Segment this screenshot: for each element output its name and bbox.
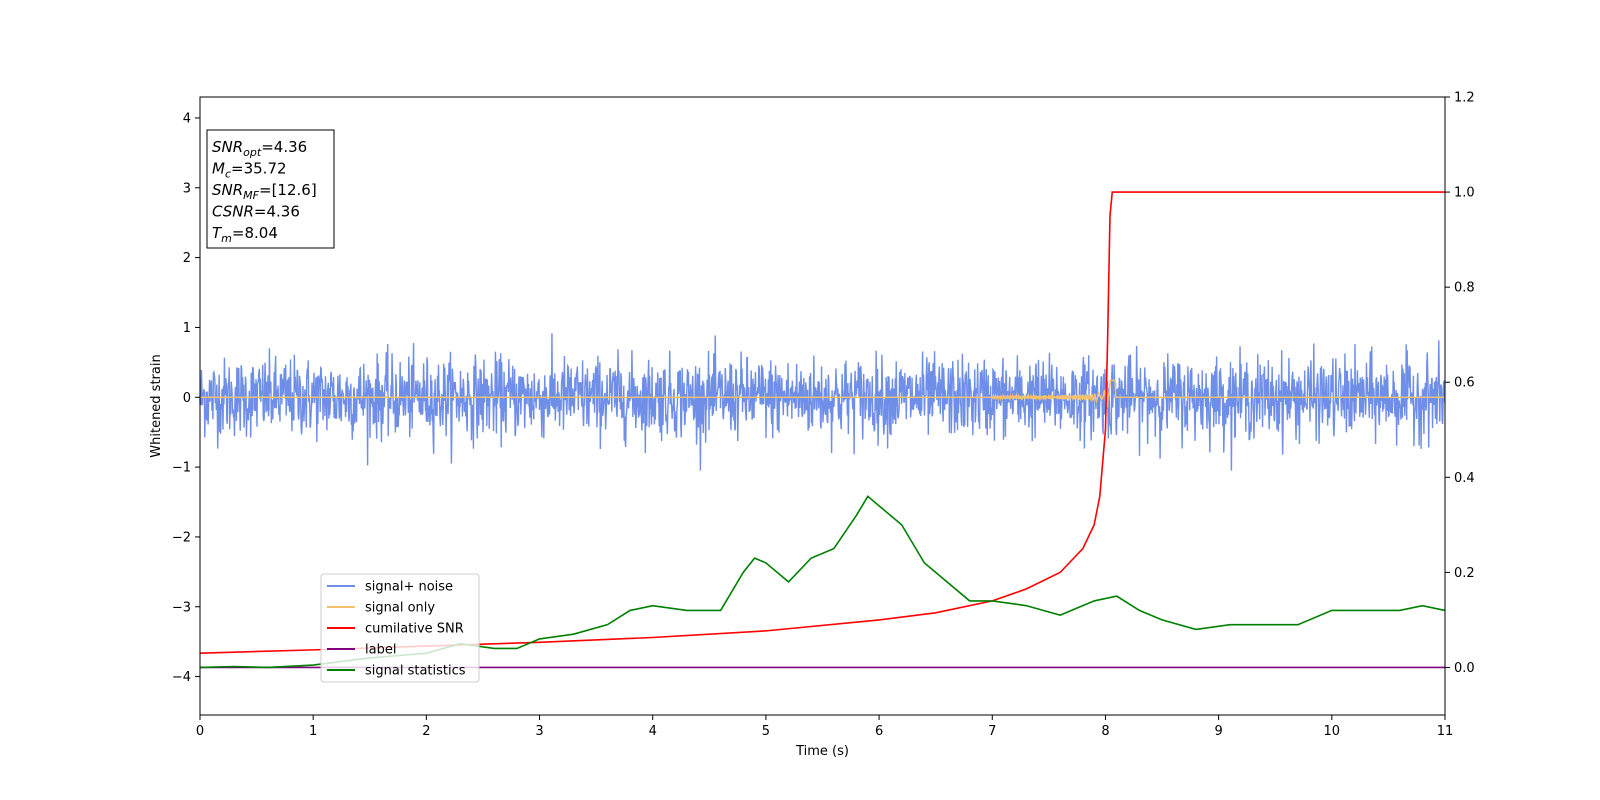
y-right-tick-label: 0.0 (1454, 661, 1475, 676)
y-left-tick-label: 2 (183, 251, 191, 266)
annotation-var: SNR (212, 138, 243, 156)
x-tick-label: 1 (309, 724, 317, 739)
legend-entry: signal statistics (365, 664, 466, 679)
annotation-var: SNR (212, 181, 243, 199)
x-tick-label: 5 (762, 724, 770, 739)
annotation-frame (206, 129, 335, 249)
annotation-var: M (212, 160, 225, 178)
series-cumilative-snr (199, 191, 1445, 654)
annotation-value: =[12.6] (259, 181, 317, 199)
x-tick-label: 11 (1437, 724, 1454, 739)
annotation-sub: MF (243, 189, 259, 202)
x-tick-label: 10 (1324, 724, 1341, 739)
y-left-tick-label: −4 (172, 670, 191, 685)
annotation-sub: m (221, 232, 232, 245)
y-right-tick-label: 0.6 (1454, 376, 1475, 391)
annotation-sub: opt (243, 146, 262, 159)
y-right-tick-label: 1.0 (1454, 186, 1475, 201)
legend: signal+ noise signal only cumilative SNR la… (320, 573, 480, 683)
x-tick-label: 3 (535, 724, 543, 739)
annotation-line: SNRMF=[12.6] (212, 181, 317, 202)
annotation-line: CSNR=4.36 (212, 203, 300, 221)
axes: 0 1 2 3 4 5 6 7 8 9 10 1143210−1−2−3−41.21.00.80.60… (149, 91, 1475, 760)
plot-frame (199, 96, 1446, 716)
x-tick-label: 9 (1214, 724, 1222, 739)
y-right-tick-label: 0.4 (1454, 471, 1475, 486)
annotation-line: SNRopt=4.36 (212, 138, 307, 159)
annotation-value: =35.72 (231, 160, 287, 178)
annotation-line: Tm=8.04 (212, 224, 278, 245)
y-right-tick-label: 0.2 (1454, 566, 1475, 581)
y-right-tick-label: 1.2 (1454, 91, 1475, 106)
legend-entry: label (365, 643, 396, 658)
legend-entry: signal+ noise (365, 580, 453, 595)
y-left-tick-label: 1 (183, 321, 191, 336)
y-axis-label: Whitened strain (149, 354, 164, 457)
legend-frame (320, 573, 480, 683)
annotation-value: =4.36 (261, 138, 307, 156)
y-left-tick-label: 4 (183, 111, 191, 126)
series-signal-only (200, 379, 1445, 408)
annotation-value: =4.36 (254, 203, 300, 221)
y-left-tick-label: 3 (183, 181, 191, 196)
y-right-tick-label: 0.8 (1454, 281, 1475, 296)
x-tick-label: 7 (988, 724, 996, 739)
annotation-var: CSNR (212, 203, 254, 221)
annotation-sub: c (225, 168, 231, 181)
x-tick-label: 8 (1101, 724, 1109, 739)
series-signal-statistics (199, 495, 1446, 669)
y-left-tick-label: −3 (172, 600, 191, 615)
legend-entry: signal only (365, 601, 435, 616)
x-tick-label: 0 (196, 724, 204, 739)
legend-entry: cumilative SNR (365, 622, 464, 637)
x-tick-label: 4 (649, 724, 657, 739)
y-left-tick-label: −1 (172, 461, 191, 476)
x-axis-label: Time (s) (795, 744, 849, 759)
y-left-tick-label: −2 (172, 530, 191, 545)
annotation-var: T (212, 224, 223, 242)
annotation-value: =8.04 (232, 224, 278, 242)
annotation-line: Mc=35.72 (212, 160, 287, 181)
x-tick-label: 2 (422, 724, 430, 739)
annotation-box: SNRopt=4.36Mc=35.72SNRMF=[12.6]CSNR=4.36… (206, 129, 335, 249)
x-tick-label: 6 (875, 724, 883, 739)
y-left-tick-label: 0 (183, 391, 191, 406)
series-signal-noise (199, 333, 1446, 471)
